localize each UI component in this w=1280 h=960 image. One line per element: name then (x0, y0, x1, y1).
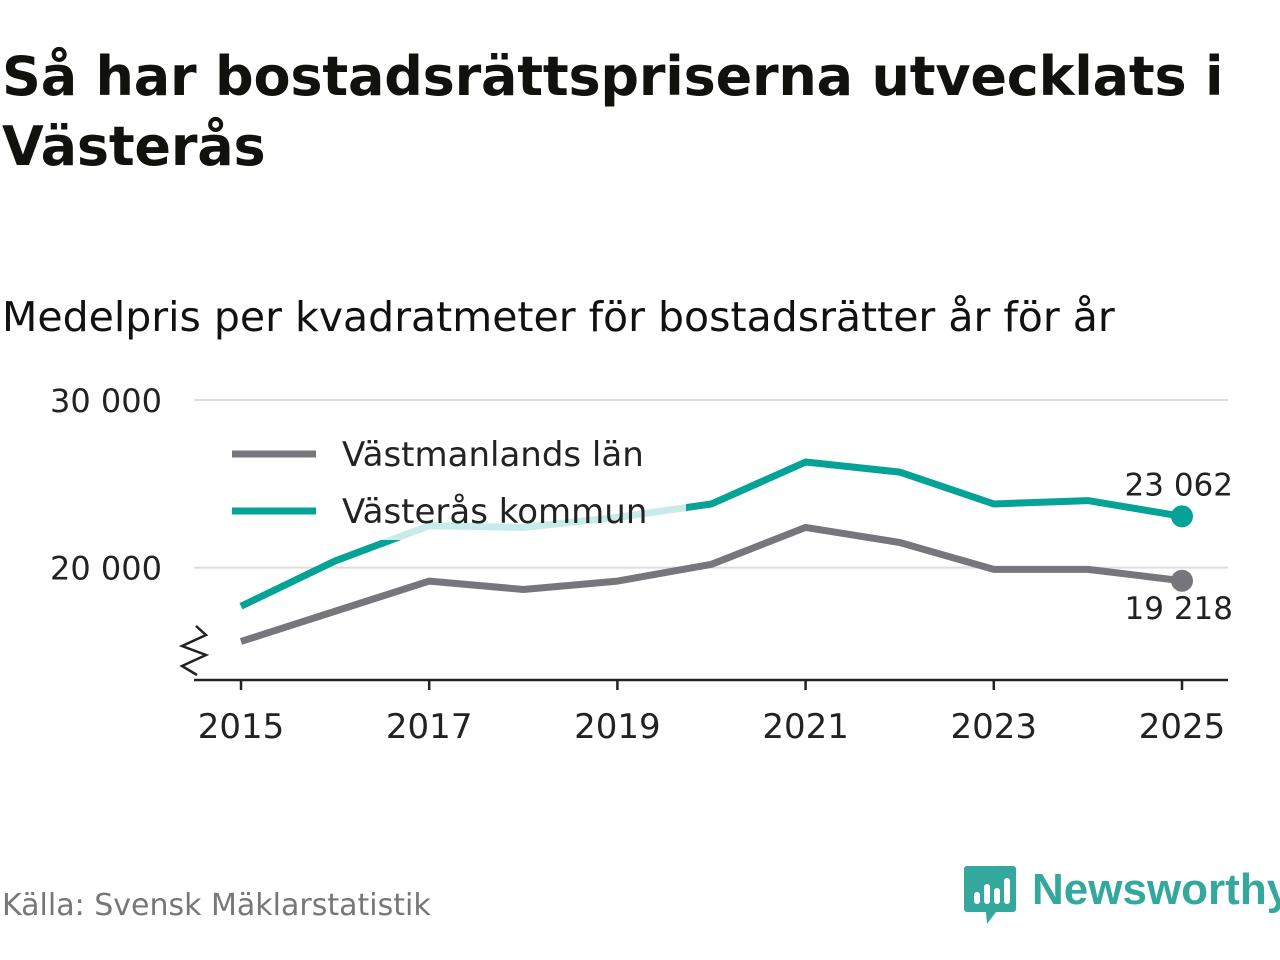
x-tick-label: 2025 (1139, 707, 1226, 747)
x-tick-label: 2017 (386, 707, 473, 747)
x-tick-label: 2021 (762, 707, 849, 747)
end-label-lan: 19 218 (1125, 591, 1233, 627)
legend-label-lan: Västmanlands län (342, 435, 644, 475)
series-line-lan (239, 523, 1183, 645)
end-point-lan (1171, 569, 1193, 592)
legend-label-kommun: Västerås kommun (342, 492, 647, 532)
axis-break-icon (178, 625, 210, 677)
chart-title: Så har bostadsrättspriserna utvecklats i… (2, 45, 1224, 178)
y-tick-label: 20 000 (50, 550, 162, 588)
end-point-kommun (1171, 505, 1193, 528)
x-tick-label: 2023 (951, 707, 1038, 747)
x-tick-label: 2015 (198, 707, 285, 747)
chart-subtitle: Medelpris per kvadratmeter för bostadsrä… (2, 293, 1115, 341)
x-tick-label: 2019 (574, 707, 661, 747)
legend-background (226, 428, 686, 540)
end-label-kommun: 23 062 (1125, 467, 1233, 503)
source-note: Källa: Svensk Mäklarstatistik (2, 888, 431, 923)
y-tick-label: 30 000 (50, 382, 162, 420)
brand-name: Newsworthy (1032, 865, 1280, 914)
line-chart: 20 000 30 000 2015 2017 2019 2021 2023 2025 Väst… (50, 382, 1233, 747)
newsworthy-logo-icon (964, 866, 1016, 924)
